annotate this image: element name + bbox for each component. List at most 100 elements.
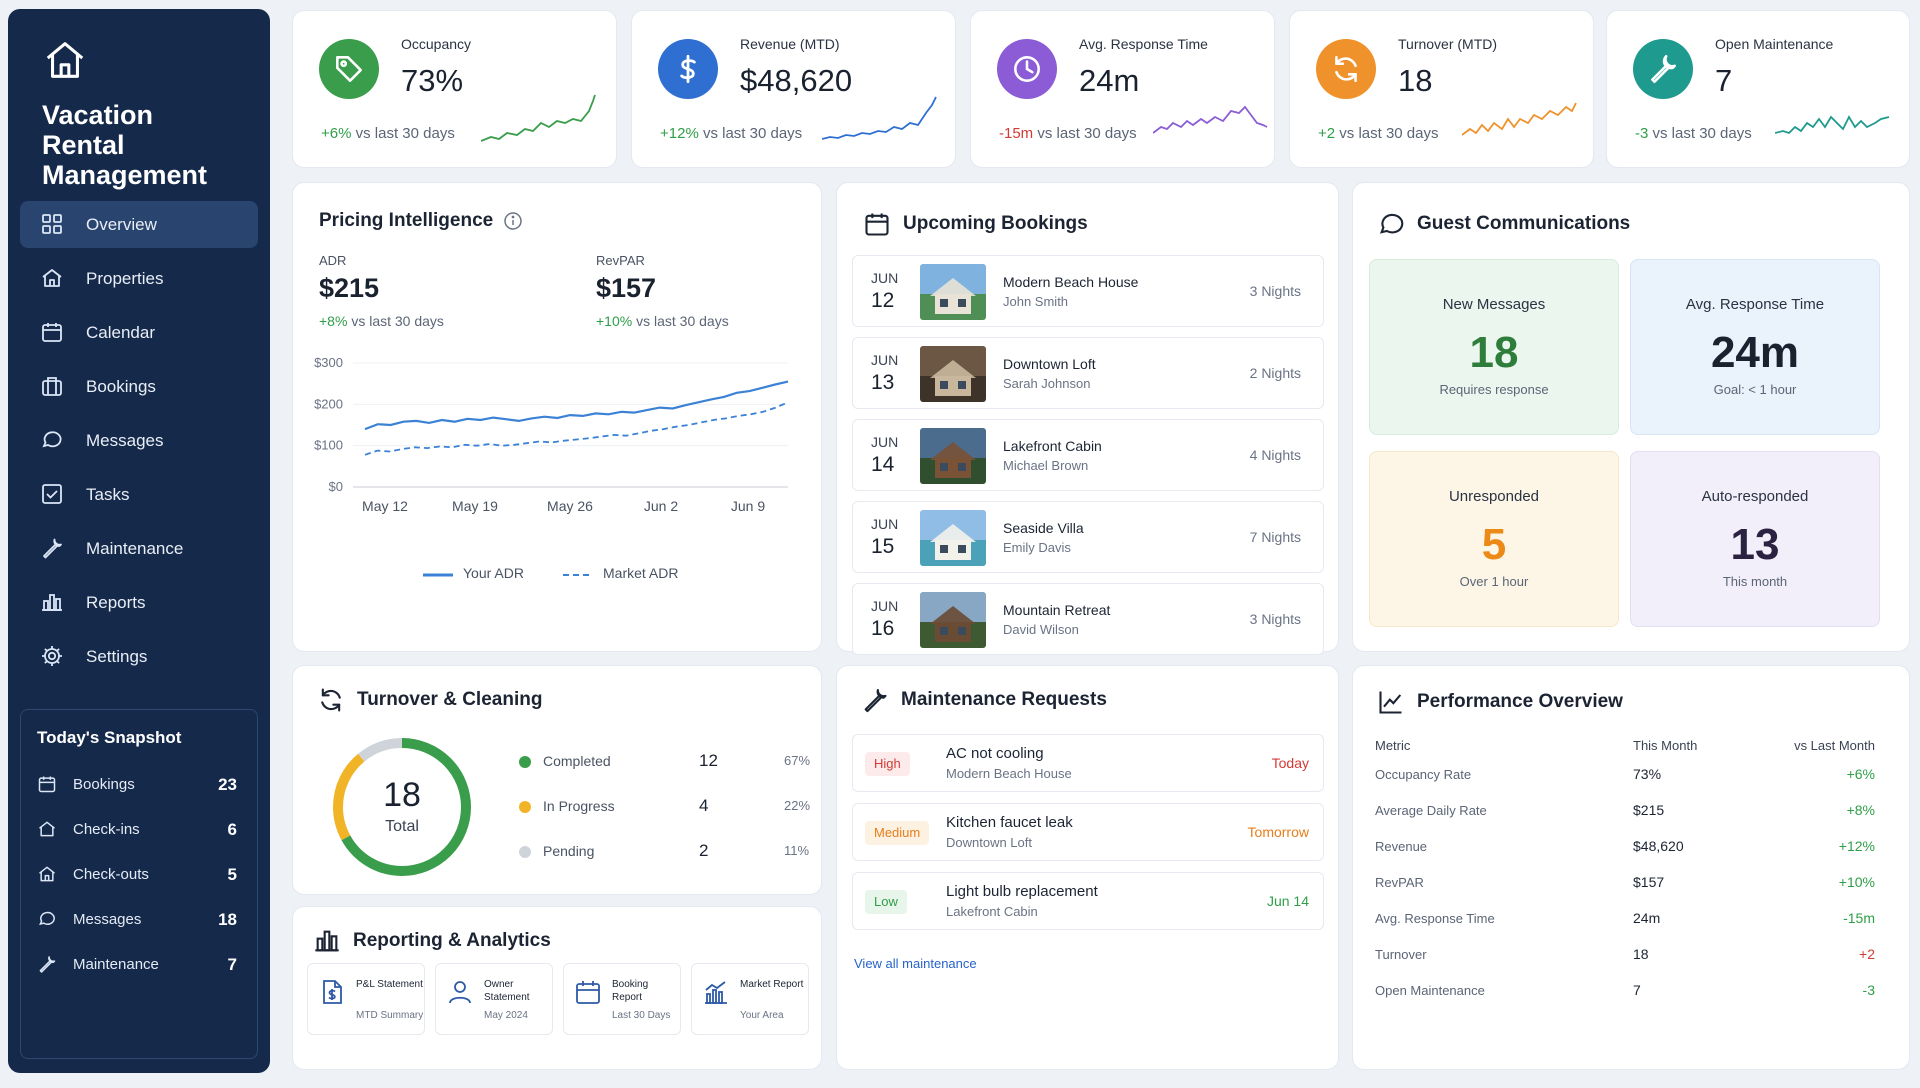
maintenance-task: AC not cooling xyxy=(946,745,1044,762)
booking-month: JUN xyxy=(871,352,899,368)
maintenance-requests-card: Maintenance Requests View all maintenanc… xyxy=(836,665,1339,1070)
snapshot-row-maintenance[interactable]: Maintenance 7 xyxy=(37,942,241,987)
metric-value: $157 xyxy=(1633,874,1665,890)
booking-guest: Emily Davis xyxy=(1003,540,1071,555)
booking-guest: Sarah Johnson xyxy=(1003,376,1091,391)
sidebar-item-properties[interactable]: Properties xyxy=(20,255,258,302)
snapshot-row-check-ins[interactable]: Check-ins 6 xyxy=(37,807,241,852)
tag-icon xyxy=(336,56,362,82)
sidebar-item-messages[interactable]: Messages xyxy=(20,417,258,464)
maintenance-title: Maintenance Requests xyxy=(861,686,1107,714)
refresh-icon xyxy=(317,686,345,714)
metric-name: Avg. Response Time xyxy=(1375,910,1495,926)
kpi-avg-response-time[interactable]: Avg. Response Time 24m -15m vs last 30 d… xyxy=(970,10,1275,168)
booking-property: Seaside Villa xyxy=(1003,520,1084,536)
snapshot-value: 18 xyxy=(218,909,237,929)
wrench-icon xyxy=(37,954,59,976)
kpi-delta-value: +2 xyxy=(1318,125,1336,142)
report-market-report[interactable]: Market Report Your Area xyxy=(691,963,809,1035)
tile-value: 24m xyxy=(1710,328,1800,377)
report-sub: May 2024 xyxy=(484,1010,528,1021)
turnover-row-completed[interactable]: Completed 12 67% xyxy=(519,751,819,772)
metric-name: RevPAR xyxy=(1375,874,1424,890)
report-owner-statement[interactable]: Owner Statement May 2024 xyxy=(435,963,553,1035)
kpi-open-maintenance[interactable]: Open Maintenance 7 -3 vs last 30 days xyxy=(1606,10,1910,168)
booking-nights: 3 Nights xyxy=(1249,611,1301,627)
maintenance-due: Today xyxy=(1271,755,1309,771)
row-count: 4 xyxy=(699,796,709,815)
sidebar-item-overview[interactable]: Overview xyxy=(20,201,258,248)
home-icon xyxy=(37,864,59,886)
adr-delta: +8% vs last 30 days xyxy=(319,313,444,329)
kpi-value: 7 xyxy=(1715,63,1733,98)
kpi-turnover[interactable]: Turnover (MTD) 18 +2 vs last 30 days xyxy=(1289,10,1594,168)
sidebar-item-calendar[interactable]: Calendar xyxy=(20,309,258,356)
kpi-label: Revenue (MTD) xyxy=(740,36,840,52)
legend-dashed-swatch xyxy=(563,574,593,576)
sidebar-item-maintenance[interactable]: Maintenance xyxy=(20,525,258,572)
row-count: 12 xyxy=(699,751,718,770)
maintenance-row[interactable]: Medium Kitchen faucet leak Downtown Loft To… xyxy=(852,803,1324,861)
priority-badge: Low xyxy=(865,890,907,914)
metric-name: Turnover xyxy=(1375,946,1427,962)
property-thumbnail xyxy=(920,264,986,320)
table-row: Open Maintenance 7 -3 xyxy=(1375,972,1875,1008)
metric-value: 73% xyxy=(1633,766,1662,782)
kpi-revenue[interactable]: Revenue (MTD) $48,620 +12% vs last 30 da… xyxy=(631,10,956,168)
report-title: Market Report xyxy=(740,979,804,990)
snapshot-row-bookings[interactable]: Bookings 23 xyxy=(37,762,241,807)
booking-row[interactable]: JUN 12 Modern Beach House John Smith 3 Night… xyxy=(852,255,1324,327)
kpi-icon-circle xyxy=(658,39,718,99)
kpi-label: Turnover (MTD) xyxy=(1398,36,1498,52)
metric-value: 24m xyxy=(1633,910,1661,926)
report-title: Owner Statement xyxy=(484,979,530,1003)
comms-title: Guest Communications xyxy=(1377,210,1630,238)
col-metric: Metric xyxy=(1375,737,1411,753)
maintenance-row[interactable]: Low Light bulb replacement Lakefront Cabin… xyxy=(852,872,1324,930)
snapshot-row-check-outs[interactable]: Check-outs 5 xyxy=(37,852,241,897)
turnover-row-pending[interactable]: Pending 2 11% xyxy=(519,841,819,862)
view-all-maintenance-link[interactable]: View all maintenance xyxy=(854,956,977,971)
booking-nights: 2 Nights xyxy=(1249,365,1301,381)
metric-change: +12% xyxy=(1838,838,1875,854)
booking-row[interactable]: JUN 16 Mountain Retreat David Wilson 3 Night… xyxy=(852,583,1324,655)
report-sub: Last 30 Days xyxy=(612,1010,671,1021)
clock-icon xyxy=(1014,56,1040,82)
maintenance-property: Downtown Loft xyxy=(946,835,1032,850)
kpi-value: 73% xyxy=(401,63,464,98)
booking-row[interactable]: JUN 13 Downtown Loft Sarah Johnson 2 Nights xyxy=(852,337,1324,409)
row-pct: 11% xyxy=(784,843,810,858)
y-tick-label: $200 xyxy=(314,396,343,411)
property-thumbnail xyxy=(920,592,986,648)
revpar-delta-value: +10% xyxy=(596,313,633,329)
metric-change: +2 xyxy=(1859,946,1875,962)
maintenance-sparkline xyxy=(1775,115,1890,135)
turnover-row-in-progress[interactable]: In Progress 4 22% xyxy=(519,796,819,817)
booking-row[interactable]: JUN 14 Lakefront Cabin Michael Brown 4 Night… xyxy=(852,419,1324,491)
snapshot-row-messages[interactable]: Messages 18 xyxy=(37,897,241,942)
kpi-occupancy[interactable]: Occupancy 73% +6% vs last 30 days xyxy=(292,10,617,168)
report-pl-statement[interactable]: P&L Statement MTD Summary xyxy=(307,963,425,1035)
snapshot-label: Check-outs xyxy=(73,866,149,883)
tile-avg-response-time[interactable]: Avg. Response Time 24m Goal: < 1 hour xyxy=(1630,259,1880,435)
refresh-icon xyxy=(1335,56,1357,82)
info-icon[interactable] xyxy=(503,211,523,231)
property-thumbnail xyxy=(920,346,986,402)
sidebar-item-reports[interactable]: Reports xyxy=(20,579,258,626)
tile-new-messages[interactable]: New Messages 18 Requires response xyxy=(1369,259,1619,435)
sidebar-item-bookings[interactable]: Bookings xyxy=(20,363,258,410)
report-booking-report[interactable]: Booking Report Last 30 Days xyxy=(563,963,681,1035)
sidebar-item-settings[interactable]: Settings xyxy=(20,633,258,680)
maintenance-row[interactable]: High AC not cooling Modern Beach House Toda… xyxy=(852,734,1324,792)
market-chart-icon xyxy=(702,978,730,1006)
col-this-month: This Month xyxy=(1633,737,1698,753)
booking-row[interactable]: JUN 15 Seaside Villa Emily Davis 7 Nights xyxy=(852,501,1324,573)
kpi-label: Occupancy xyxy=(401,36,472,52)
tile-unresponded[interactable]: Unresponded 5 Over 1 hour xyxy=(1369,451,1619,627)
table-row: Occupancy Rate 73% +6% xyxy=(1375,756,1875,792)
booking-nights: 4 Nights xyxy=(1249,447,1301,463)
tile-value: 18 xyxy=(1469,328,1519,377)
kpi-delta: -3 vs last 30 days xyxy=(1635,125,1752,142)
tile-auto-responded[interactable]: Auto-responded 13 This month xyxy=(1630,451,1880,627)
sidebar-item-tasks[interactable]: Tasks xyxy=(20,471,258,518)
